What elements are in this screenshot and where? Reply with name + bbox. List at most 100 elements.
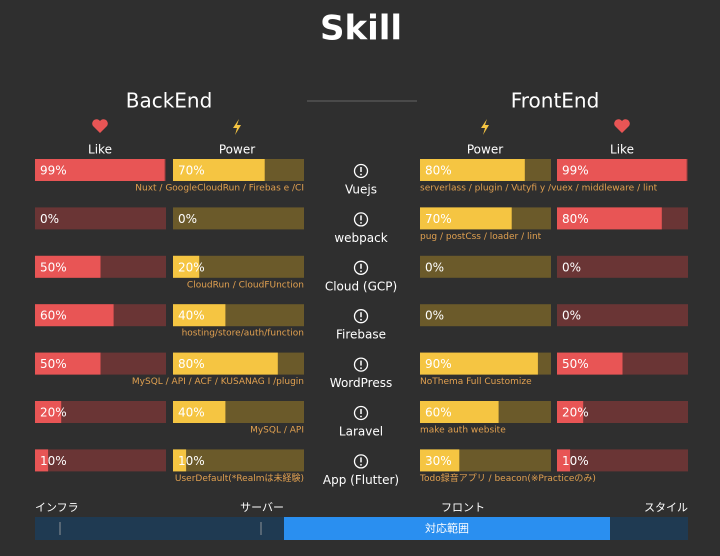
scope-label: スタイル	[644, 501, 688, 514]
power-bar-value: 80%	[178, 357, 205, 371]
power-bar-value: 60%	[425, 406, 452, 420]
like-bar-fill	[35, 304, 114, 327]
backend-title: BackEnd	[126, 89, 213, 113]
power-bar-fill	[173, 352, 278, 375]
power-bar-value: 0%	[178, 212, 197, 226]
like-bar-value: 99%	[40, 164, 67, 178]
skill-icon	[353, 260, 369, 275]
skill-note: MySQL / API / ACF / KUSANAG I /plugin	[132, 377, 304, 387]
skill-name: Laravel	[339, 425, 383, 439]
skill-icon	[353, 405, 369, 421]
like-bar-track	[35, 401, 166, 423]
like-bar-fill	[35, 159, 165, 181]
like-bar-value: 50%	[40, 260, 67, 274]
power-bar-value: 40%	[178, 309, 205, 323]
like-bar-value: 10%	[40, 454, 67, 468]
like-bar-value: 50%	[40, 357, 67, 371]
skill-icon	[353, 357, 369, 372]
like-bar-track	[35, 449, 166, 472]
like-bar-value: 20%	[562, 406, 589, 420]
power-bar-fill	[173, 449, 187, 472]
power-label: Power	[467, 143, 503, 157]
power-bar-track	[420, 304, 551, 327]
power-bar-value: 90%	[425, 357, 452, 371]
scope-label: フロント	[441, 501, 485, 514]
like-bar-fill	[557, 449, 571, 472]
like-bar-fill	[557, 401, 584, 423]
skill-note: pug / postCss / loader / lint	[420, 232, 542, 242]
scope-label: サーバー	[240, 501, 284, 514]
skill-name: WordPress	[330, 376, 392, 390]
like-bar-track	[557, 255, 688, 278]
skill-name: Firebase	[336, 328, 386, 342]
power-bar-value: 30%	[425, 454, 452, 468]
power-bar-value: 10%	[178, 454, 205, 468]
like-bar-value: 0%	[562, 260, 581, 274]
bolt-icon	[233, 119, 241, 135]
skill-name: Vuejs	[345, 183, 377, 197]
like-bar-value: 50%	[562, 357, 589, 371]
like-bar-value: 60%	[40, 309, 67, 323]
skill-name: Cloud (GCP)	[325, 279, 397, 293]
power-bar-fill	[420, 352, 538, 375]
skill-icon	[353, 212, 369, 227]
scope-range	[284, 517, 610, 540]
skill-icon	[360, 222, 362, 224]
skill-note: CloudRun / CloudFUnction	[187, 280, 304, 290]
skill-name: App (Flutter)	[323, 473, 399, 487]
skill-icon	[360, 367, 362, 369]
skill-icon	[353, 454, 369, 469]
bolt-icon	[481, 119, 489, 135]
power-bar-fill	[420, 401, 499, 423]
scope-range-label: 対応範囲	[425, 521, 469, 535]
power-bar-fill	[420, 207, 512, 230]
like-bar-value: 99%	[562, 164, 589, 178]
like-bar-track	[557, 304, 688, 327]
heart-icon	[92, 119, 108, 133]
skill-note: serverlass / plugin / Vutyfi y /vuex / m…	[420, 184, 658, 194]
like-bar-value: 0%	[40, 212, 59, 226]
skill-icon	[360, 318, 362, 321]
skill-note: MySQL / API	[250, 426, 304, 436]
power-bar-value: 70%	[178, 164, 205, 178]
power-bar-fill	[173, 304, 226, 327]
skill-note: make auth website	[420, 426, 506, 436]
like-label: Like	[88, 143, 112, 157]
power-label: Power	[219, 143, 255, 157]
skill-icon	[360, 415, 362, 418]
like-bar-track	[557, 449, 688, 472]
like-bar-value: 0%	[562, 309, 581, 323]
power-bar-track	[173, 207, 304, 230]
power-bar-fill	[173, 159, 265, 181]
like-bar-track	[557, 401, 688, 423]
skill-note: Todo録音アプリ / beacon(※Practiceのみ)	[419, 472, 596, 484]
skill-icon	[360, 270, 362, 273]
power-bar-track	[173, 449, 304, 472]
power-bar-fill	[173, 401, 226, 423]
skill-name: webpack	[334, 231, 387, 245]
power-bar-fill	[173, 255, 200, 278]
power-bar-fill	[420, 449, 460, 472]
power-bar-value: 20%	[178, 260, 205, 274]
like-bar-fill	[557, 159, 687, 181]
like-bar-fill	[35, 255, 101, 278]
like-bar-fill	[35, 401, 62, 423]
skill-note: Nuxt / GoogleCloudRun / Firebas e /CI	[135, 184, 304, 194]
like-label: Like	[610, 143, 634, 157]
skill-icon	[353, 163, 369, 179]
power-bar-value: 70%	[425, 212, 452, 226]
scope-label: インフラ	[35, 501, 79, 514]
skill-icon	[353, 309, 369, 324]
power-bar-value: 40%	[178, 406, 205, 420]
power-bar-fill	[420, 159, 525, 181]
skill-icon	[360, 173, 362, 176]
like-bar-fill	[557, 352, 623, 375]
skill-note: UserDefault(*Realmは未経験)	[175, 472, 304, 484]
power-bar-track	[420, 255, 551, 278]
title: Skill	[320, 9, 402, 49]
power-bar-value: 0%	[425, 309, 444, 323]
skill-icon	[360, 464, 362, 466]
power-bar-value: 80%	[425, 164, 452, 178]
